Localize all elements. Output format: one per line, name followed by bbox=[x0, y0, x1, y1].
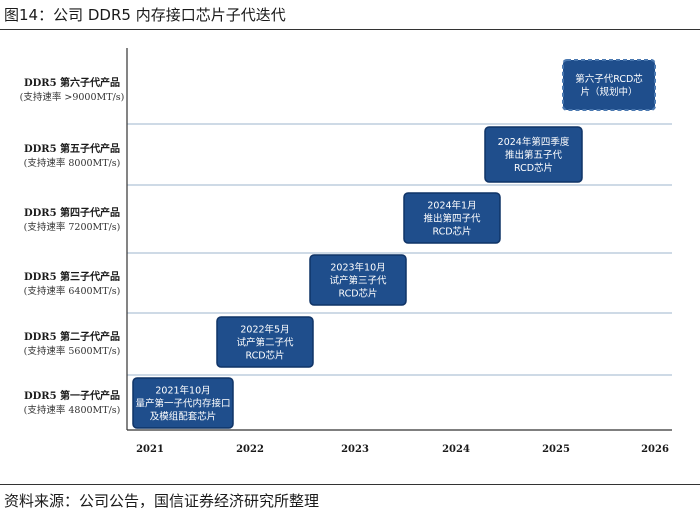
event-1-text-1: 2021年10月 bbox=[155, 385, 210, 397]
top-rule bbox=[0, 29, 700, 30]
event-5-text-1: 2024年第四季度 bbox=[498, 136, 570, 148]
row-sublabel-1: (支持速率 4800MT/s) bbox=[24, 404, 121, 416]
row-sublabel-5: (支持速率 8000MT/s) bbox=[24, 157, 121, 169]
x-tick-label-2026: 2026 bbox=[641, 444, 669, 455]
event-3-text-1: 2023年10月 bbox=[330, 262, 385, 274]
x-tick-label-2025: 2025 bbox=[542, 444, 570, 455]
row-sublabel-3: (支持速率 6400MT/s) bbox=[24, 285, 121, 297]
event-6-text-1: 第六子代RCD芯 bbox=[575, 73, 643, 85]
event-box-5 bbox=[484, 126, 583, 183]
x-tick-label-2021: 2021 bbox=[136, 444, 164, 455]
event-box-1 bbox=[132, 377, 234, 429]
x-tick-label-2023: 2023 bbox=[341, 444, 369, 455]
event-4-text-2: 推出第四子代 bbox=[423, 213, 481, 225]
event-box-planned bbox=[562, 59, 656, 111]
x-tick-label-2024: 2024 bbox=[442, 444, 470, 455]
bottom-rule bbox=[0, 484, 700, 485]
event-5-text-2: 推出第五子代 bbox=[505, 149, 563, 161]
row-sublabel-4: (支持速率 7200MT/s) bbox=[24, 221, 121, 233]
x-tick-label-2022: 2022 bbox=[236, 444, 264, 455]
row-label-5: DDR5 第五子代产品 bbox=[24, 142, 120, 155]
event-2-text-3: RCD芯片 bbox=[245, 350, 284, 362]
event-box-4 bbox=[403, 192, 501, 244]
event-box-2 bbox=[216, 316, 314, 368]
event-1-text-3: 及模组配套芯片 bbox=[150, 411, 217, 423]
event-4-text-3: RCD芯片 bbox=[432, 226, 471, 238]
row-label-1: DDR5 第一子代产品 bbox=[24, 389, 120, 402]
row-label-4: DDR5 第四子代产品 bbox=[24, 206, 120, 219]
event-box-3 bbox=[309, 254, 407, 306]
timeline-chart: DDR5 第一子代产品 (支持速率 4800MT/s) DDR5 第二子代产品 (支持… bbox=[20, 48, 672, 455]
event-3-text-2: 试产第三子代 bbox=[329, 275, 387, 287]
figure-title: 图14：公司 DDR5 内存接口芯片子代迭代 bbox=[4, 6, 286, 24]
row-label-6: DDR5 第六子代产品 bbox=[24, 76, 120, 89]
event-6-text-2: 片（规划中） bbox=[580, 86, 637, 98]
row-sublabel-2: (支持速率 5600MT/s) bbox=[24, 345, 121, 357]
row-label-2: DDR5 第二子代产品 bbox=[24, 330, 120, 343]
source-note: 资料来源：公司公告，国信证券经济研究所整理 bbox=[4, 492, 320, 510]
row-label-3: DDR5 第三子代产品 bbox=[24, 270, 120, 283]
event-3-text-3: RCD芯片 bbox=[338, 288, 377, 300]
event-5-text-3: RCD芯片 bbox=[514, 162, 553, 174]
row-sublabel-6: (支持速率 >9000MT/s) bbox=[20, 91, 125, 103]
event-1-text-2: 量产第一子代内存接口 bbox=[135, 398, 230, 410]
event-2-text-2: 试产第二子代 bbox=[236, 337, 294, 349]
event-4-text-1: 2024年1月 bbox=[427, 200, 476, 212]
event-2-text-1: 2022年5月 bbox=[240, 324, 289, 336]
